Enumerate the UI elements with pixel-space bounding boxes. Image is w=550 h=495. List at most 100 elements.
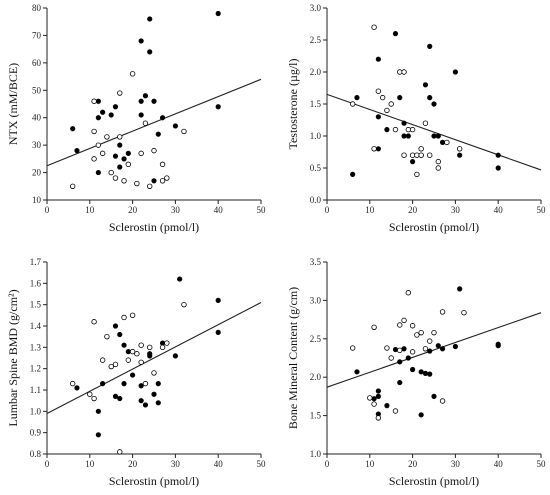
x-tick-label: 0 bbox=[45, 205, 50, 215]
data-point-open bbox=[397, 347, 403, 354]
y-tick-label: 3.0 bbox=[310, 295, 322, 305]
data-point-open bbox=[409, 126, 416, 133]
data-point-filled bbox=[215, 297, 221, 304]
data-point-filled bbox=[155, 381, 161, 387]
data-point-filled bbox=[74, 385, 80, 391]
data-point-filled bbox=[130, 372, 136, 378]
data-point-filled bbox=[384, 403, 390, 409]
data-point-filled bbox=[172, 353, 178, 359]
data-point-open bbox=[99, 357, 106, 363]
y-tick-label: 20 bbox=[32, 168, 42, 178]
x-tick-label: 20 bbox=[128, 205, 138, 215]
x-tick-label: 0 bbox=[325, 205, 330, 215]
y-tick-label: 1.5 bbox=[30, 300, 42, 310]
data-point-open bbox=[117, 449, 123, 455]
data-point-open bbox=[435, 158, 441, 165]
data-point-open bbox=[91, 156, 97, 162]
data-point-open bbox=[371, 324, 377, 330]
data-point-open bbox=[375, 88, 382, 94]
data-point-filled bbox=[435, 343, 441, 349]
y-tick-label: 2.0 bbox=[310, 372, 322, 382]
data-point-open bbox=[117, 90, 123, 96]
data-point-filled bbox=[147, 49, 153, 55]
data-point-filled bbox=[401, 120, 407, 126]
data-point-filled bbox=[108, 112, 114, 118]
data-point-open bbox=[91, 128, 97, 135]
data-point-open bbox=[151, 370, 157, 376]
data-point-filled bbox=[427, 371, 433, 377]
data-point-open bbox=[129, 348, 136, 355]
data-point-filled bbox=[155, 400, 161, 406]
data-point-filled bbox=[397, 359, 403, 365]
data-point-open bbox=[112, 175, 119, 181]
y-tick-label: 1.5 bbox=[310, 411, 322, 421]
data-point-open bbox=[147, 183, 153, 189]
data-point-open bbox=[134, 180, 140, 187]
data-point-filled bbox=[435, 133, 441, 139]
data-point-open bbox=[164, 175, 170, 181]
x-tick-label: 10 bbox=[85, 459, 95, 469]
data-point-filled bbox=[354, 94, 360, 101]
data-point-filled bbox=[431, 101, 437, 107]
y-tick-label: 1.5 bbox=[310, 99, 322, 109]
data-point-open bbox=[431, 329, 437, 336]
data-point-open bbox=[461, 309, 467, 316]
y-tick-label: 2.5 bbox=[310, 35, 322, 45]
y-tick-label: 1.6 bbox=[30, 278, 42, 288]
data-point-filled bbox=[112, 323, 119, 329]
data-point-filled bbox=[121, 342, 127, 348]
data-point-open bbox=[384, 107, 390, 114]
data-point-open bbox=[121, 314, 127, 321]
data-point-open bbox=[444, 139, 450, 146]
data-point-open bbox=[99, 150, 106, 157]
data-point-filled bbox=[142, 402, 149, 408]
x-axis-title: Sclerostin (pmol/l) bbox=[389, 220, 479, 234]
y-tick-label: 70 bbox=[32, 30, 42, 40]
data-point-filled bbox=[117, 164, 123, 170]
y-axis-title: Bone Mineral Content (g/cm) bbox=[286, 287, 300, 429]
data-point-open bbox=[456, 146, 463, 152]
data-point-filled bbox=[392, 346, 399, 353]
data-point-filled bbox=[375, 114, 381, 120]
data-point-open bbox=[401, 69, 407, 75]
data-point-filled bbox=[112, 393, 119, 400]
data-point-open bbox=[142, 380, 149, 387]
data-point-open bbox=[108, 363, 114, 370]
x-tick-label: 40 bbox=[214, 459, 224, 469]
data-point-filled bbox=[427, 94, 433, 101]
data-point-open bbox=[392, 126, 399, 133]
x-tick-label: 30 bbox=[451, 459, 461, 469]
y-tick-label: 10 bbox=[32, 195, 42, 205]
y-tick-label: 1.1 bbox=[30, 385, 41, 395]
data-point-filled bbox=[418, 369, 424, 375]
data-point-open bbox=[69, 380, 76, 387]
data-point-filled bbox=[452, 69, 459, 75]
y-tick-label: 30 bbox=[32, 140, 42, 150]
data-point-filled bbox=[215, 329, 221, 336]
data-point-open bbox=[95, 142, 102, 148]
data-point-filled bbox=[215, 10, 221, 17]
data-point-open bbox=[409, 349, 416, 355]
y-tick-label: 60 bbox=[32, 58, 42, 68]
data-point-open bbox=[129, 312, 136, 319]
x-axis-title: Sclerostin (pmol/l) bbox=[389, 474, 479, 488]
regression-line bbox=[46, 302, 262, 414]
data-point-filled bbox=[117, 395, 123, 402]
data-point-filled bbox=[457, 152, 463, 158]
y-tick-label: 2.0 bbox=[310, 67, 322, 77]
data-point-open bbox=[181, 301, 187, 308]
data-point-open bbox=[104, 134, 110, 140]
y-tick-label: 3.5 bbox=[310, 257, 322, 267]
data-point-open bbox=[147, 344, 153, 351]
y-tick-label: 0.9 bbox=[30, 428, 42, 438]
chart-panel-bmc: 0 10 20 30 40 50 1.0 1.5 2.0 2.5 3.0 3.5 Sclerostin … bbox=[286, 257, 546, 488]
data-point-filled bbox=[138, 398, 144, 404]
data-point-open bbox=[418, 152, 424, 158]
x-tick-label: 10 bbox=[85, 205, 95, 215]
data-point-filled bbox=[121, 381, 127, 387]
data-point-filled bbox=[410, 366, 416, 373]
data-point-open bbox=[388, 355, 394, 361]
data-point-open bbox=[375, 415, 382, 421]
data-point-open bbox=[397, 322, 403, 328]
data-point-filled bbox=[397, 379, 403, 386]
